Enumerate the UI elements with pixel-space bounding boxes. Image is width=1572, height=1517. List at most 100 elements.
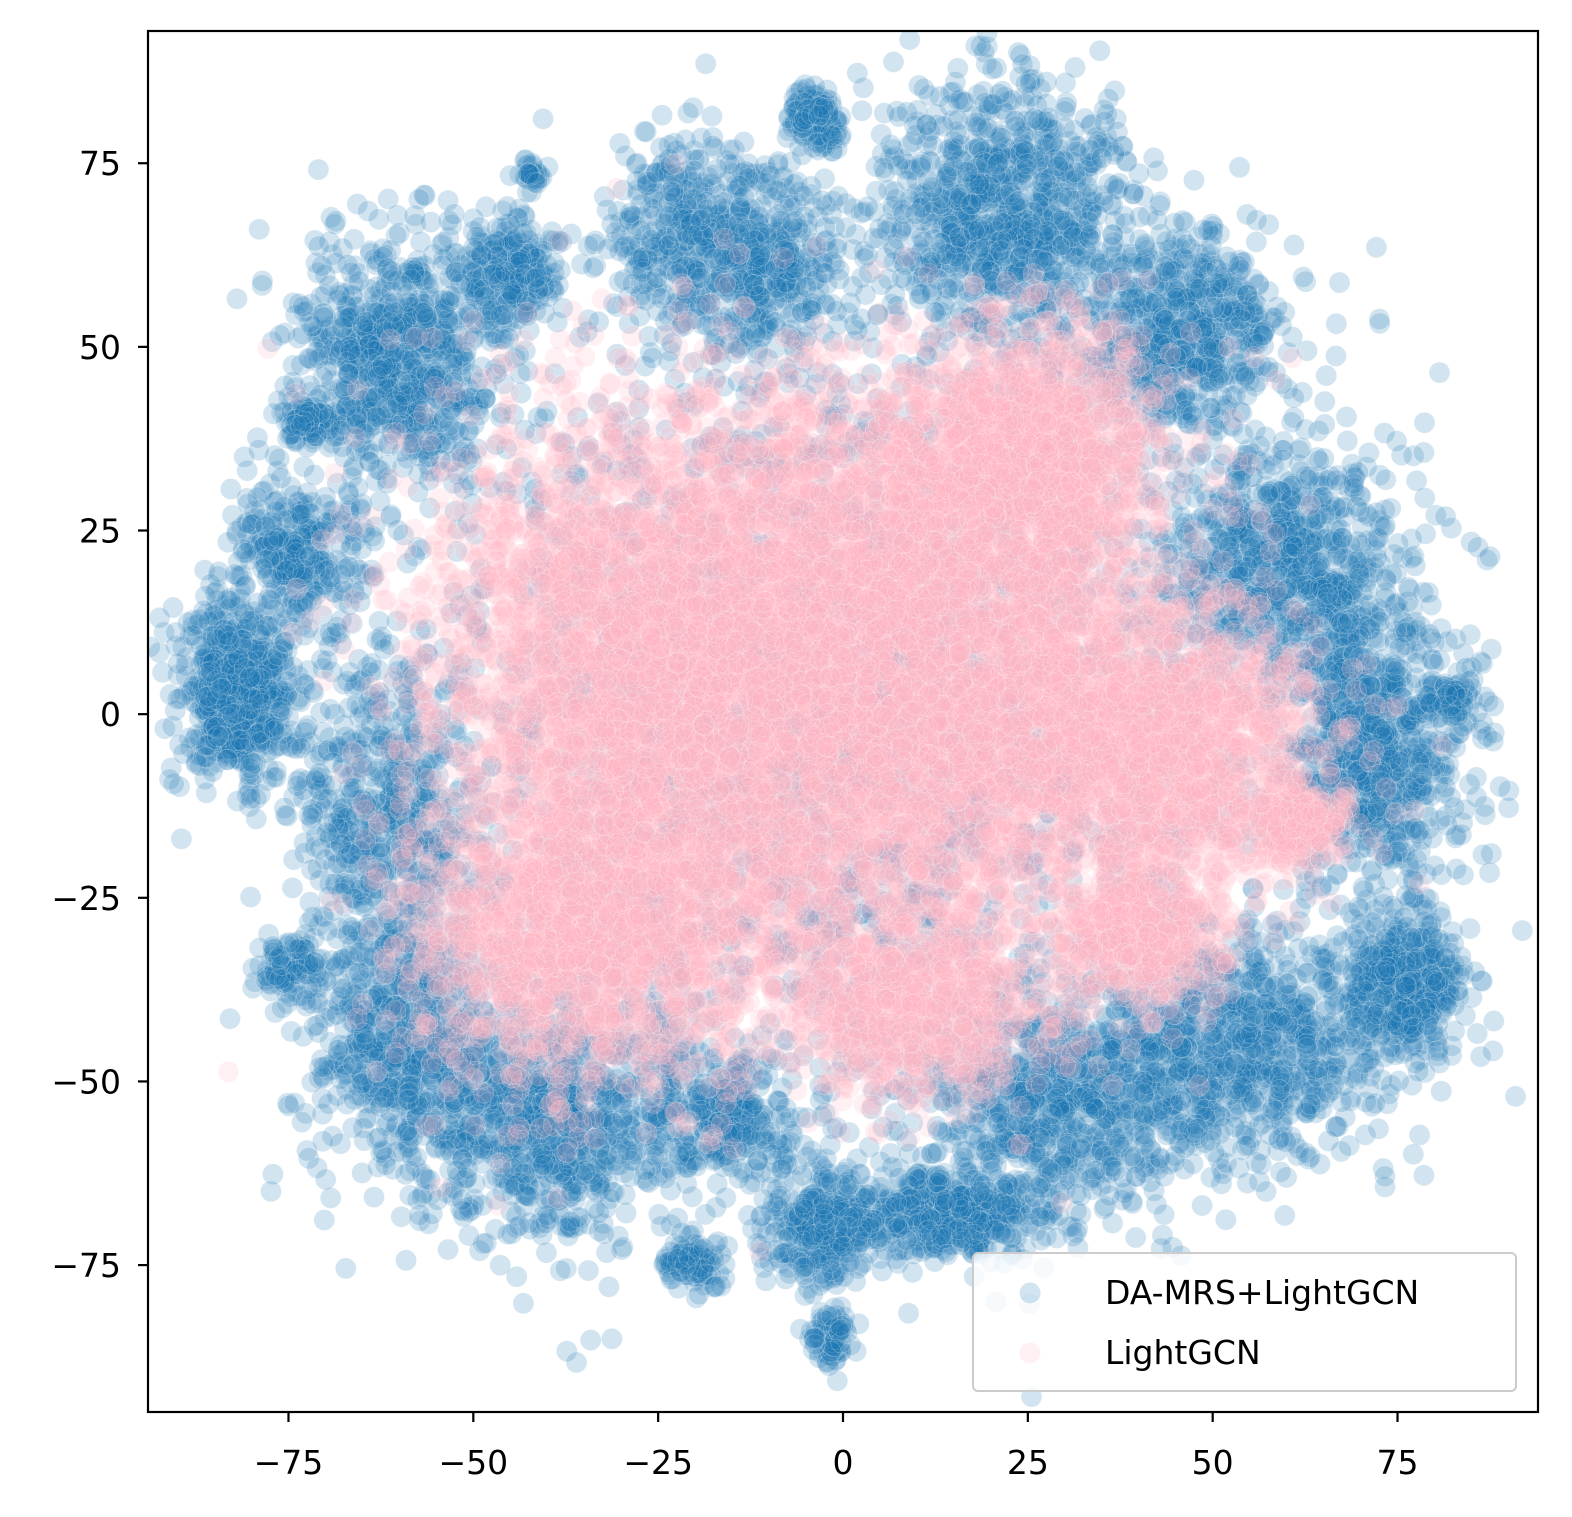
data-point [782, 212, 803, 233]
data-point [339, 307, 360, 328]
data-point [330, 564, 351, 585]
data-point [808, 105, 829, 126]
data-point [1091, 148, 1112, 169]
data-point [324, 214, 345, 235]
data-point [319, 275, 340, 296]
data-point [271, 468, 292, 489]
data-point [263, 530, 284, 551]
data-point [247, 427, 268, 448]
data-point [432, 255, 453, 276]
data-point [261, 590, 282, 611]
data-point [707, 159, 728, 180]
data-point [1293, 267, 1314, 288]
data-point [347, 477, 368, 498]
data-point [908, 75, 929, 96]
data-point [1005, 116, 1026, 137]
data-point [450, 274, 471, 295]
data-point [277, 671, 298, 692]
data-point [828, 186, 849, 207]
data-point [997, 229, 1018, 250]
data-point [312, 256, 333, 277]
data-point [372, 247, 393, 268]
data-point [491, 305, 512, 326]
data-point [989, 84, 1010, 105]
data-point [1104, 175, 1125, 196]
data-point [636, 121, 657, 142]
data-point [1246, 210, 1267, 231]
data-point [304, 465, 325, 486]
data-point [1128, 163, 1149, 184]
data-point [1094, 99, 1115, 120]
data-point [1036, 72, 1057, 93]
data-point [609, 133, 630, 154]
data-point [1058, 187, 1079, 208]
data-point [337, 254, 358, 275]
data-point [527, 173, 548, 194]
data-point [308, 159, 329, 180]
data-point [822, 126, 843, 147]
data-point [236, 543, 257, 564]
data-point [211, 678, 232, 699]
data-point [225, 703, 246, 724]
data-point [1314, 391, 1335, 412]
data-point [1005, 193, 1026, 214]
data-point [227, 288, 248, 309]
data-point [738, 219, 759, 240]
data-point [1325, 346, 1346, 367]
data-point [268, 645, 289, 666]
data-point [207, 726, 228, 747]
data-point [701, 106, 722, 127]
data-point [1012, 54, 1033, 75]
data-point [247, 487, 268, 508]
data-point [408, 189, 429, 210]
data-point [888, 106, 909, 127]
data-point [977, 118, 998, 139]
data-point [1075, 108, 1096, 129]
data-point [235, 575, 256, 596]
data-point [237, 460, 258, 481]
data-point [695, 53, 716, 74]
data-point [159, 769, 180, 790]
data-point [1065, 57, 1086, 78]
data-point [217, 749, 238, 770]
data-point [1107, 121, 1128, 142]
data-point [961, 194, 982, 215]
data-point [372, 355, 393, 376]
data-point [1016, 154, 1037, 175]
data-point [815, 263, 836, 284]
data-point [875, 162, 896, 183]
data-point [249, 219, 270, 240]
data-point [851, 100, 872, 121]
data-point [1316, 365, 1337, 386]
data-point [298, 348, 319, 369]
data-point [876, 220, 897, 241]
data-point [271, 697, 292, 718]
data-point [1246, 231, 1267, 252]
data-point [647, 267, 668, 288]
data-point [276, 560, 297, 581]
data-point [796, 78, 817, 99]
data-point [313, 307, 334, 328]
data-point [358, 201, 379, 222]
data-point [444, 204, 465, 225]
data-point [166, 622, 187, 643]
data-point [387, 394, 408, 415]
data-point [168, 653, 189, 674]
data-point [336, 396, 357, 417]
data-point [929, 86, 950, 107]
data-point [264, 445, 285, 466]
data-point [1023, 229, 1044, 250]
data-point [378, 189, 399, 210]
data-point [583, 257, 604, 278]
data-point [702, 135, 723, 156]
data-point [293, 296, 314, 317]
data-point [442, 353, 463, 374]
data-point [987, 154, 1008, 175]
data-point [248, 688, 269, 709]
data-point [1077, 176, 1098, 197]
data-point [189, 609, 210, 630]
data-point [1089, 40, 1110, 61]
data-point [947, 58, 968, 79]
data-point [947, 90, 968, 111]
